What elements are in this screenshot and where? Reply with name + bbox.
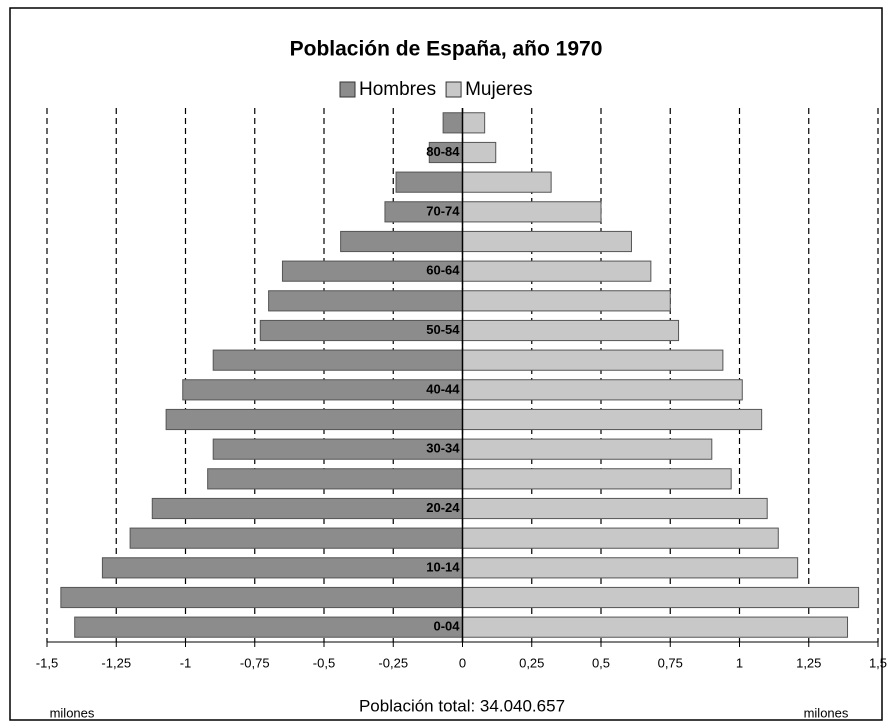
bar	[462, 260, 652, 282]
bar	[462, 527, 779, 549]
bar	[212, 349, 463, 371]
bar	[74, 616, 463, 638]
bar	[151, 497, 463, 520]
x-tick-label: -1,25	[101, 655, 131, 670]
category-label: 30-34	[426, 441, 460, 456]
x-tick-label: -1	[180, 655, 192, 670]
bar	[462, 497, 768, 520]
bar	[207, 468, 463, 490]
category-label: 20-24	[426, 500, 460, 515]
bar	[268, 290, 463, 312]
x-tick-label: 0,5	[592, 655, 610, 670]
category-label: 80-84	[426, 144, 460, 159]
bar	[462, 379, 743, 401]
legend-label: Mujeres	[465, 79, 533, 100]
bar	[462, 408, 763, 431]
bar	[462, 201, 602, 223]
x-tick-label: 0,25	[519, 655, 544, 670]
x-tick-label: 1,5	[869, 655, 887, 670]
bar	[101, 557, 464, 579]
x-tick-label: -1,5	[36, 655, 58, 670]
bar	[340, 230, 463, 253]
category-label: 70-74	[426, 203, 460, 218]
bar	[212, 438, 463, 460]
category-label: 40-44	[426, 381, 460, 396]
x-tick-label: 1,25	[796, 655, 821, 670]
bar	[462, 586, 860, 609]
bar	[462, 112, 486, 134]
unit-label: milones	[804, 705, 849, 720]
bar	[395, 171, 463, 193]
bar	[129, 527, 463, 549]
x-tick-label: 1	[736, 655, 743, 670]
x-tick-label: -0,5	[313, 655, 335, 670]
legend-swatch	[339, 81, 356, 98]
bar	[462, 616, 849, 638]
bar	[462, 319, 680, 342]
category-label: 10-14	[426, 559, 460, 574]
bar	[462, 349, 724, 371]
annotation: Población total: 34.040.657	[359, 696, 565, 715]
bar	[182, 379, 463, 401]
bar	[462, 230, 632, 253]
legend-label: Hombres	[359, 79, 436, 100]
category-label: 50-54	[426, 322, 460, 337]
bar	[462, 557, 799, 579]
bar	[462, 171, 552, 193]
unit-label: milones	[50, 705, 95, 720]
x-tick-label: 0	[459, 655, 466, 670]
bar	[462, 290, 671, 312]
chart-title: Población de España, año 1970	[290, 38, 603, 61]
legend-swatch	[445, 81, 462, 98]
x-tick-label: -0,75	[240, 655, 270, 670]
bar	[462, 141, 497, 164]
bar	[442, 112, 463, 134]
bar	[165, 408, 464, 431]
bar	[462, 468, 732, 490]
category-label: 0-04	[433, 619, 460, 634]
bar	[462, 438, 713, 460]
category-label: 60-64	[426, 263, 460, 278]
x-tick-label: -0,25	[378, 655, 408, 670]
bar	[60, 586, 463, 609]
x-tick-label: 0,75	[658, 655, 683, 670]
